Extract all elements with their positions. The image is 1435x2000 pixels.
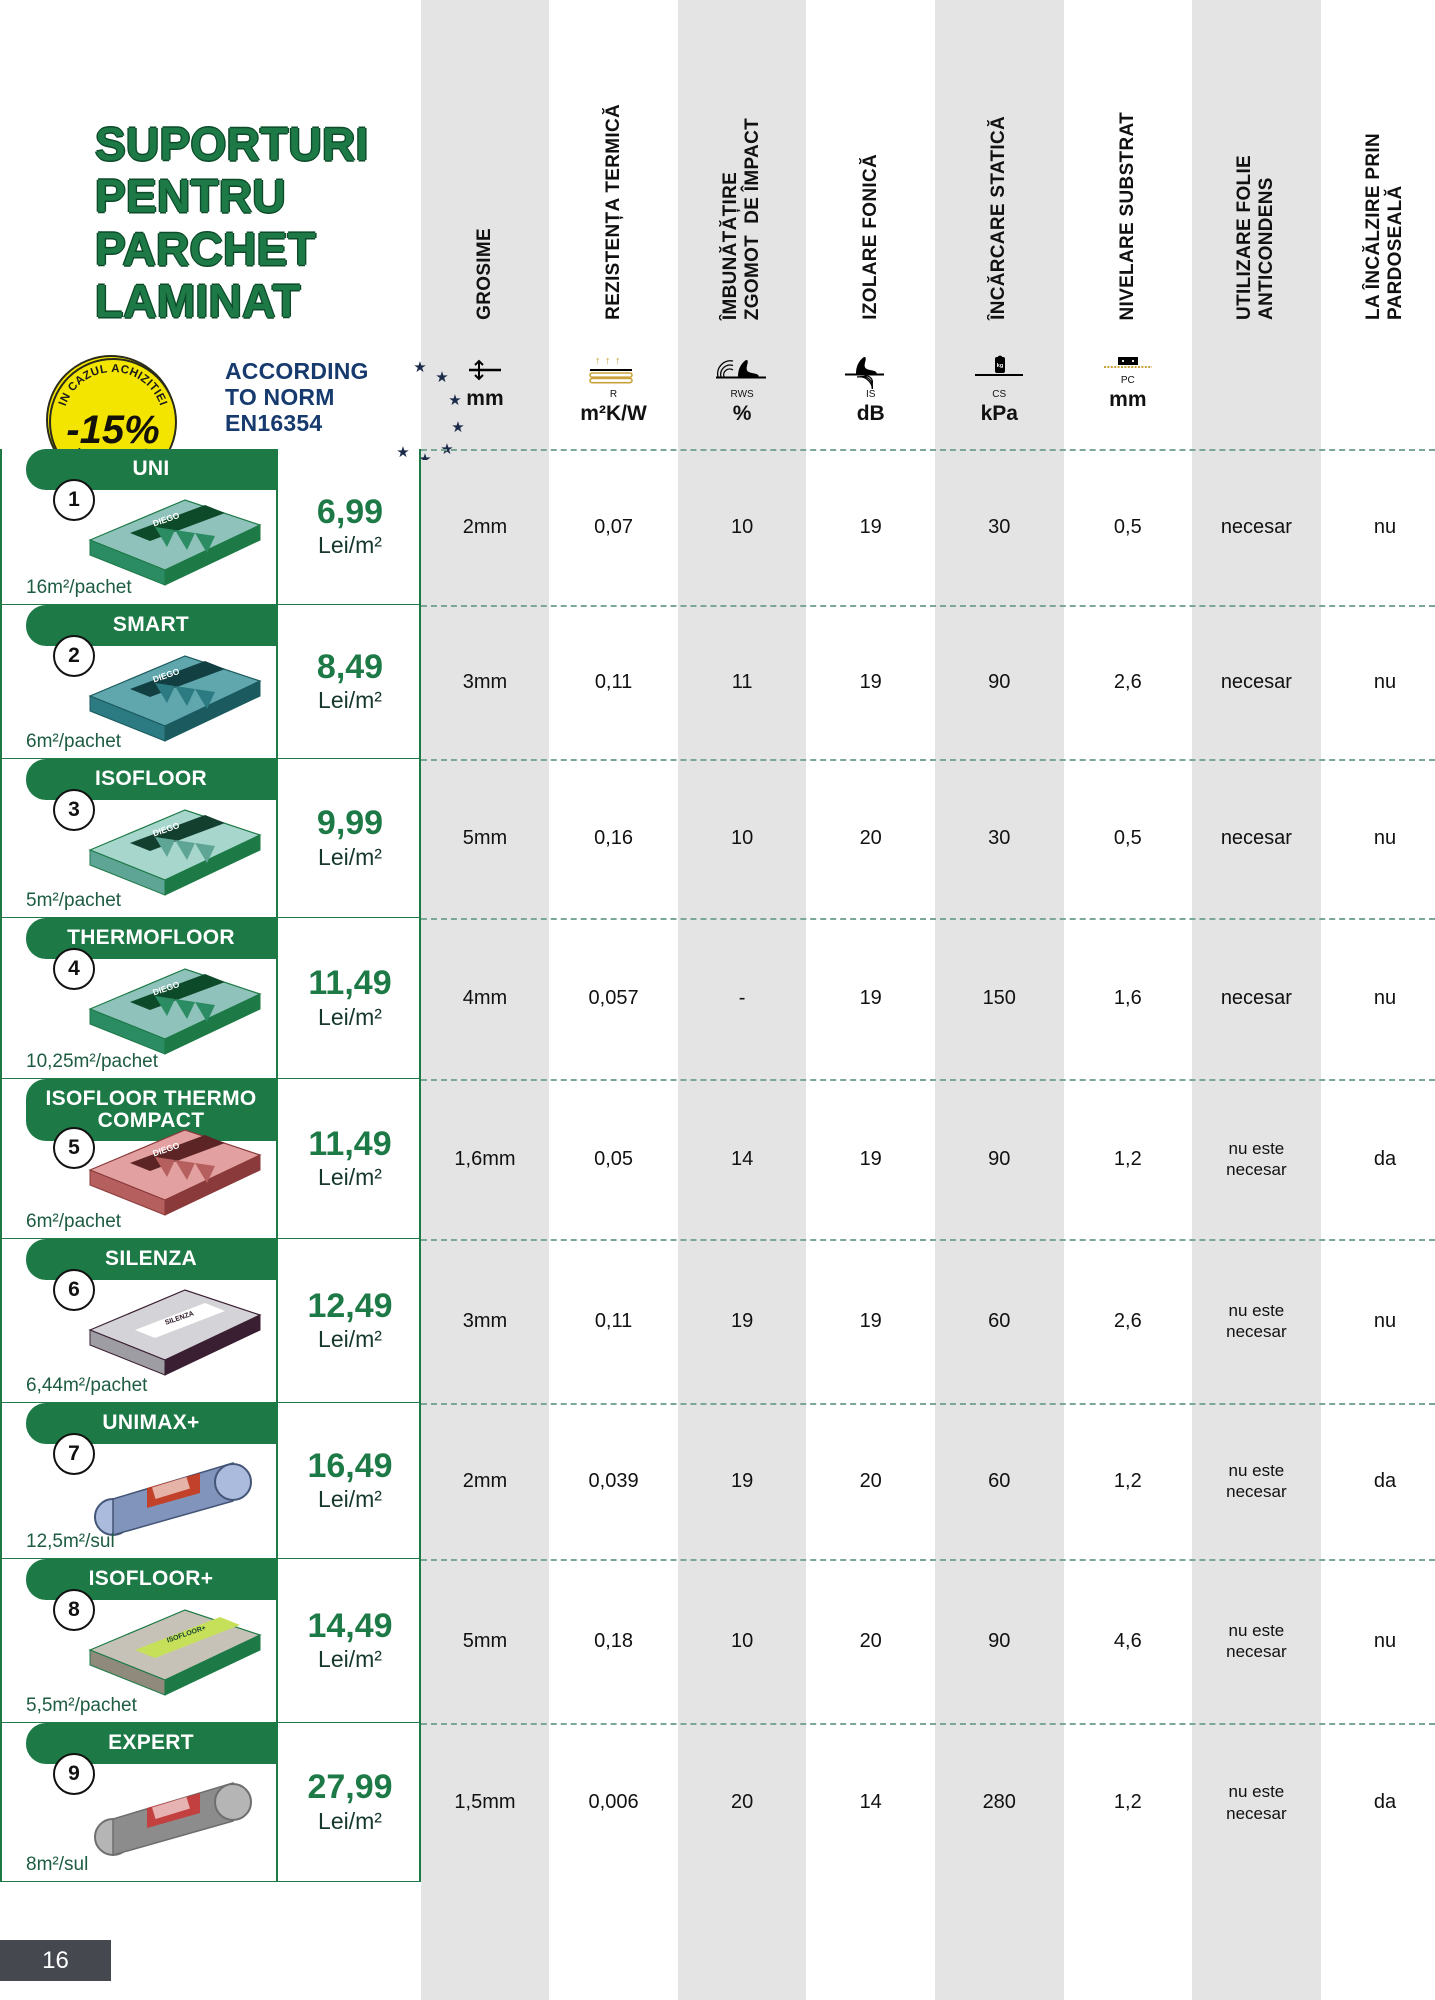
svg-text:↑: ↑ — [615, 355, 621, 367]
svg-text:-15%: -15% — [66, 408, 159, 452]
svg-text:kg: kg — [997, 363, 1003, 369]
svg-text:↑: ↑ — [595, 355, 601, 367]
svg-text:★: ★ — [451, 419, 464, 436]
svg-text:↑: ↑ — [605, 355, 611, 367]
